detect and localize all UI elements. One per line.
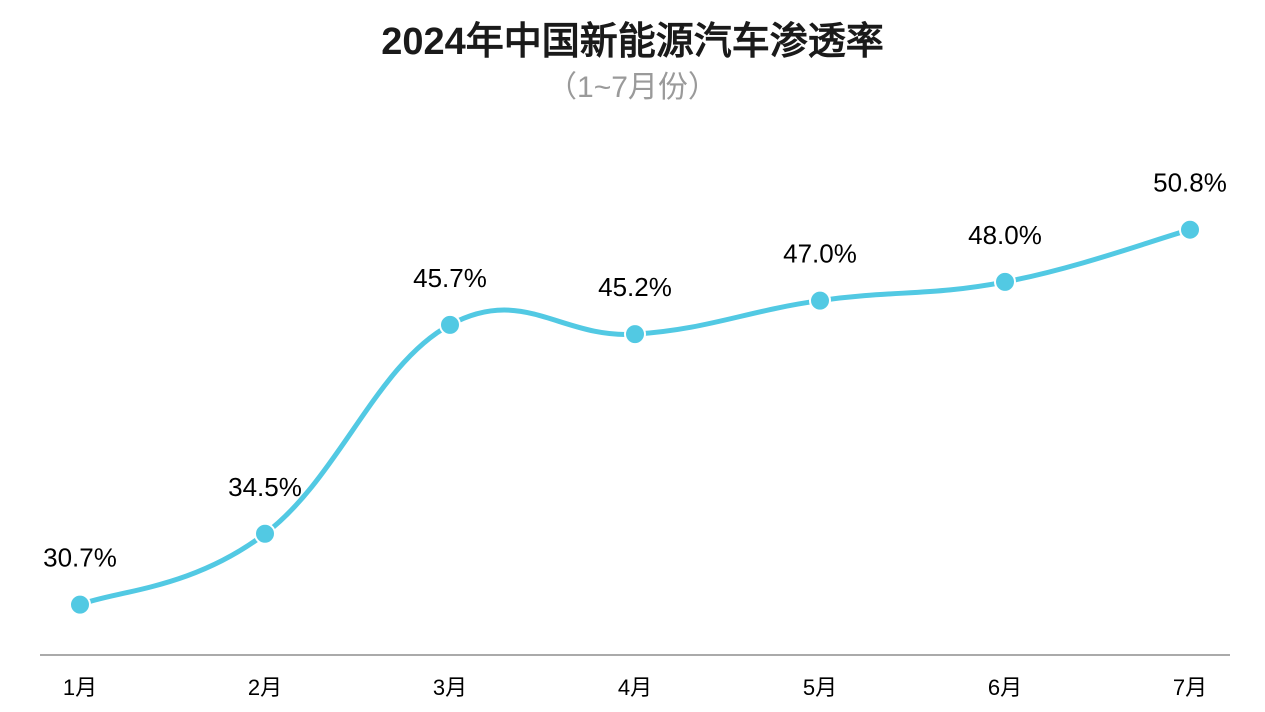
data-label: 45.7% (413, 263, 487, 293)
data-marker (625, 324, 645, 344)
x-axis-label: 7月 (1173, 675, 1207, 700)
x-axis-label: 2月 (248, 675, 282, 700)
x-axis-label: 4月 (618, 675, 652, 700)
data-label: 48.0% (968, 220, 1042, 250)
x-axis-label: 3月 (433, 675, 467, 700)
data-marker (70, 595, 90, 615)
data-marker (440, 315, 460, 335)
x-axis-label: 5月 (803, 675, 837, 700)
x-axis-label: 1月 (63, 675, 97, 700)
data-marker (255, 524, 275, 544)
data-label: 50.8% (1153, 168, 1227, 198)
line-chart: 30.7% 1月 34.5% 2月 45.7% 3月 45.2% 4月 47.0% 5月 48.0%… (0, 0, 1265, 712)
data-marker (995, 272, 1015, 292)
data-label: 47.0% (783, 239, 857, 269)
x-axis-label: 6月 (988, 675, 1022, 700)
data-marker (810, 291, 830, 311)
data-label: 45.2% (598, 272, 672, 302)
data-marker (1180, 220, 1200, 240)
data-label: 30.7% (43, 543, 117, 573)
data-label: 34.5% (228, 472, 302, 502)
